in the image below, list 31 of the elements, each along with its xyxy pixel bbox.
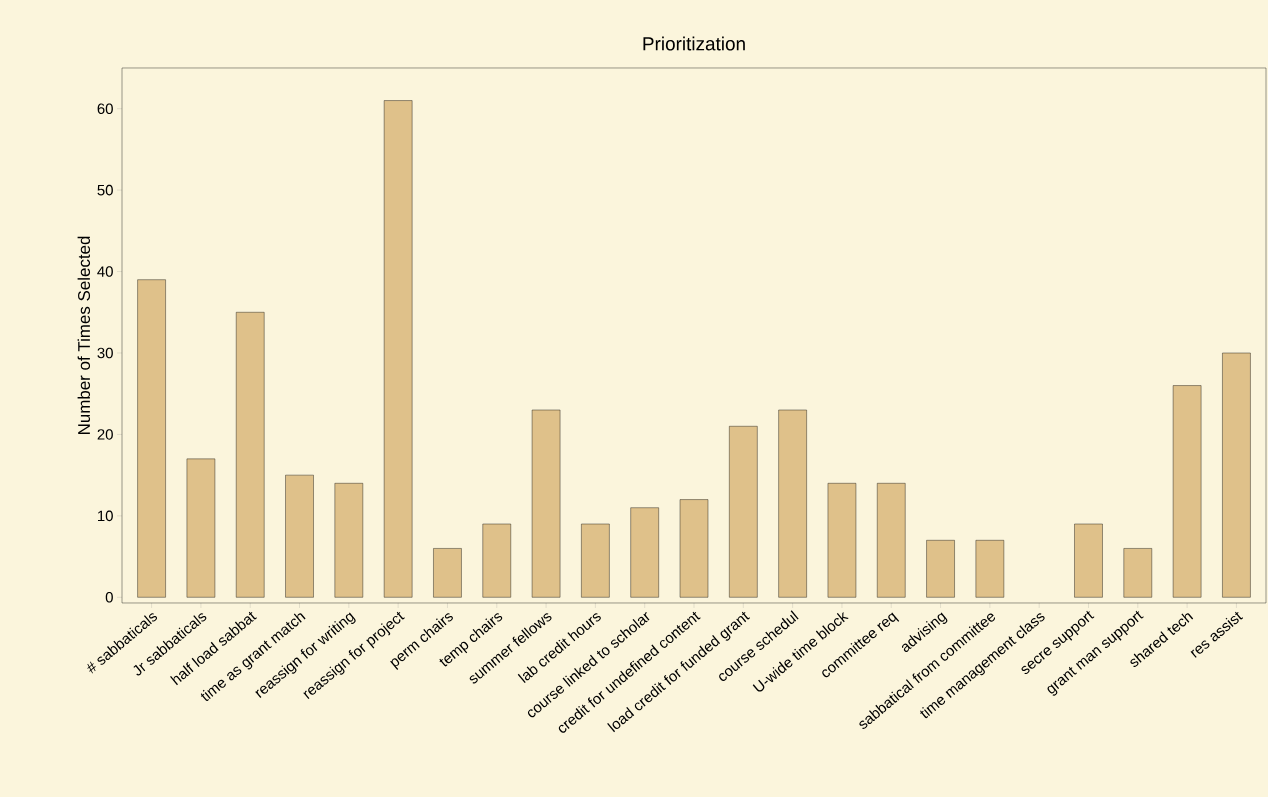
bar [1123,548,1152,598]
bar [581,523,610,598]
y-tick-label: 40 [97,266,113,277]
bar [531,409,561,598]
bar [1172,385,1202,598]
bar [778,409,807,598]
bar [334,483,364,598]
bar [236,312,265,598]
y-tick-label: 10 [98,510,113,522]
bar [975,540,1005,598]
y-tick-label: 50 [97,184,113,196]
bar [679,499,709,598]
bar [482,523,511,598]
y-tick-label: 30 [97,347,113,359]
bar [137,279,166,598]
bar [877,483,906,598]
y-tick-label: 0 [105,591,113,603]
bar [630,507,659,598]
bar [827,483,857,598]
chart-title: Prioritization [643,36,745,51]
y-tick-label: 20 [97,429,113,440]
bar [433,548,462,598]
bar [186,458,216,598]
bar [926,540,955,598]
bar [1222,352,1251,598]
bar [1074,523,1103,598]
y-tick-label: 60 [97,103,113,114]
y-axis-title: Number of Times Selected [77,236,91,435]
bar [285,474,314,598]
bar [383,100,413,598]
bar [729,426,758,598]
